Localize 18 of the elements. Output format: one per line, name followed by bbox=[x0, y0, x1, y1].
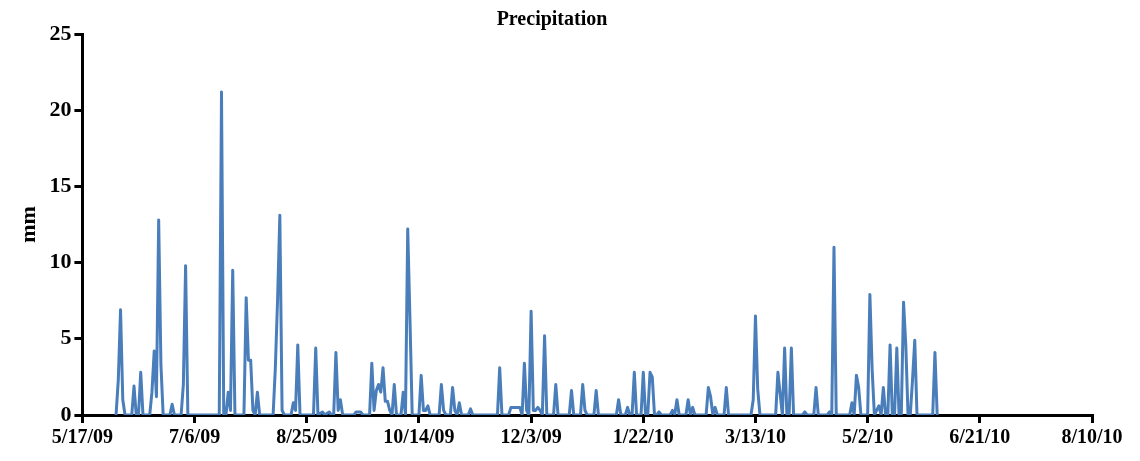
x-tick-label: 10/14/09 bbox=[383, 425, 455, 448]
x-tick-label: 8/25/09 bbox=[276, 425, 338, 448]
x-tick-label: 12/3/09 bbox=[500, 425, 562, 448]
y-tick-label: 10 bbox=[49, 248, 72, 274]
x-tick-label: 3/13/10 bbox=[724, 425, 787, 448]
x-tick-label: 5/2/10 bbox=[842, 425, 894, 448]
y-tick-label: 15 bbox=[49, 172, 72, 198]
y-tick-label: 20 bbox=[49, 95, 72, 121]
x-tick-label: 7/6/09 bbox=[169, 425, 221, 448]
x-tick-label: 5/17/09 bbox=[51, 425, 113, 448]
y-tick-label: 0 bbox=[60, 400, 72, 426]
y-tick-label: 5 bbox=[60, 324, 72, 350]
x-tick-label: 6/21/10 bbox=[949, 425, 1011, 448]
x-tick-label: 1/22/10 bbox=[612, 425, 674, 448]
y-axis-title: mm bbox=[14, 206, 40, 243]
y-tick-label: 25 bbox=[49, 19, 72, 45]
x-tick-label: 8/10/10 bbox=[1061, 425, 1123, 448]
chart-title: Precipitation bbox=[496, 7, 608, 31]
